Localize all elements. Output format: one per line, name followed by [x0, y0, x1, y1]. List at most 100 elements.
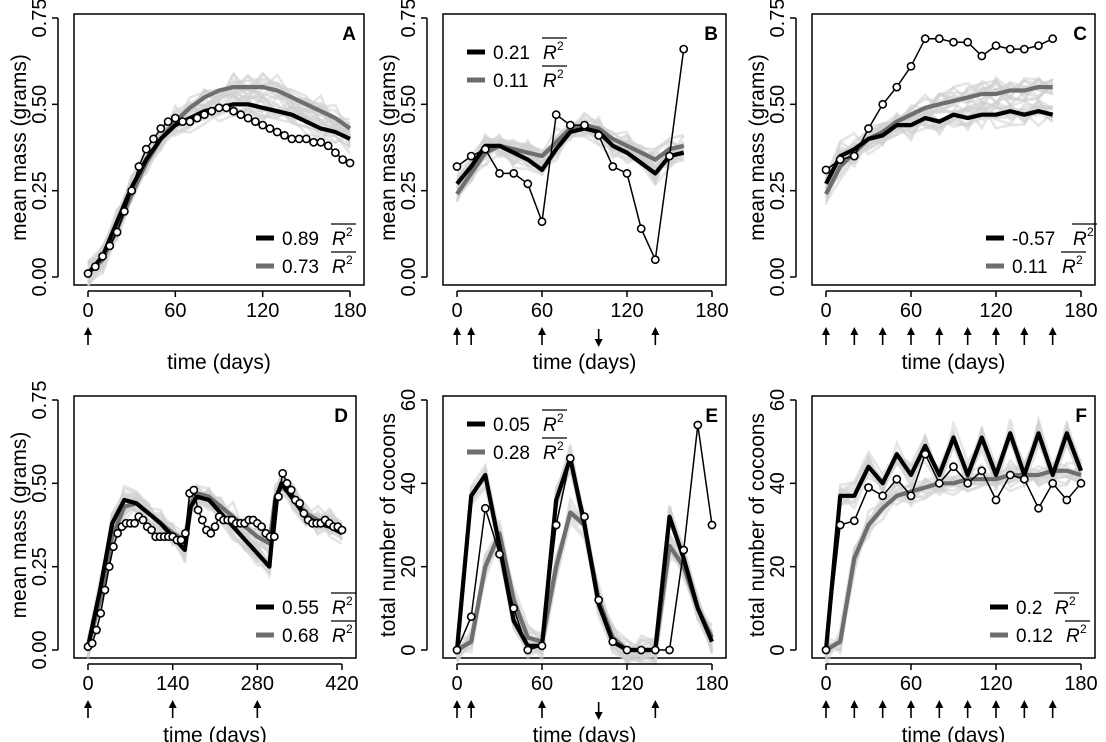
observed-point — [580, 120, 589, 130]
observed-point — [636, 224, 646, 234]
observed-point — [608, 162, 618, 171]
observed-point — [1005, 44, 1015, 54]
x-tick-label: 180 — [333, 300, 366, 322]
arrow-up-icon — [907, 327, 915, 345]
observed-point — [650, 255, 660, 265]
observed-point — [92, 625, 101, 635]
plot-frame — [811, 395, 1096, 659]
arrow-up-icon — [963, 700, 972, 718]
legend: 0.05 R 20.28 R 2 — [467, 409, 567, 464]
observed-point — [622, 168, 632, 178]
arrow-up-icon — [907, 700, 915, 718]
legend-r2-superscript: 2 — [1087, 225, 1094, 239]
x-tick-label: 120 — [246, 300, 279, 322]
ensemble-line — [456, 133, 685, 177]
y-tick-label: 0.00 — [29, 258, 51, 297]
observed-point — [920, 34, 930, 44]
arrow-up-icon — [453, 700, 461, 718]
observed-point — [892, 82, 902, 92]
x-tick-label: 60 — [900, 673, 922, 695]
observed-point — [523, 179, 533, 189]
observed-point — [963, 478, 973, 488]
observed-point — [236, 110, 246, 120]
observed-point — [622, 645, 632, 655]
y-tick-label: 0.75 — [767, 0, 789, 37]
observed-point — [864, 483, 873, 492]
panel-e: 0 60 120 180 0 20 40 60 time (days) total number … — [377, 389, 729, 742]
legend-r2-value: 0.12 — [1016, 626, 1053, 647]
observed-point — [466, 612, 476, 622]
legend-r2-symbol: R — [1073, 229, 1087, 250]
panel-letter: B — [704, 24, 718, 45]
x-tick-label: 140 — [156, 673, 189, 695]
observed-point — [906, 61, 916, 71]
y-tick-label: 0.00 — [398, 258, 420, 297]
panel-letter: C — [1073, 24, 1087, 45]
observed-point — [206, 528, 216, 538]
y-tick-label: 60 — [767, 389, 789, 411]
observed-point — [495, 549, 504, 559]
arrow-down-icon — [594, 329, 603, 347]
observed-point — [278, 468, 288, 478]
x-tick-label: 60 — [900, 300, 922, 322]
observed-point — [265, 124, 275, 133]
observed-point — [1005, 470, 1015, 480]
x-tick-label: 60 — [531, 673, 553, 695]
observed-point — [138, 515, 148, 525]
plot-frame — [811, 13, 1096, 286]
observed-point — [1019, 474, 1029, 484]
arrow-up-icon — [651, 327, 660, 345]
observed-point — [878, 99, 888, 109]
legend-r2-symbol: R — [1055, 598, 1069, 619]
arrow-up-icon — [538, 700, 546, 718]
observed-point — [1048, 478, 1058, 488]
y-tick-label: 0.50 — [398, 85, 420, 124]
y-axis-title: total number of cocoons — [746, 413, 769, 637]
observed-point — [565, 120, 575, 130]
observed-point — [523, 645, 533, 655]
y-tick-label: 0.25 — [29, 171, 51, 210]
legend-r2-symbol: R — [543, 415, 557, 436]
arrow-up-icon — [651, 700, 660, 718]
observed-point — [243, 113, 253, 123]
observed-point — [1034, 41, 1043, 50]
observed-point — [149, 134, 158, 144]
observed-point — [98, 251, 107, 261]
y-tick-label: 0 — [767, 644, 789, 655]
panel-letter: D — [334, 406, 348, 427]
observed-point — [949, 37, 958, 47]
observed-point — [272, 127, 282, 137]
x-tick-label: 180 — [1064, 673, 1097, 695]
legend-r2-superscript: 2 — [1080, 622, 1087, 636]
arrow-up-icon — [822, 327, 830, 345]
observed-point — [906, 491, 916, 501]
arrow-up-icon — [850, 327, 859, 345]
panel-letter: F — [1075, 406, 1087, 427]
arrow-up-icon — [467, 700, 476, 718]
ensemble-line — [824, 428, 1083, 645]
y-tick-label: 40 — [398, 472, 420, 494]
observed-point — [650, 645, 660, 655]
legend: 0.2 R 20.12 R 2 — [990, 592, 1090, 647]
observed-point — [693, 420, 703, 430]
y-tick-label: 0.50 — [29, 85, 51, 124]
arrow-down-icon — [594, 702, 603, 720]
observed-point — [295, 498, 305, 508]
observed-point — [963, 37, 973, 47]
legend-r2-value: 0.11 — [493, 71, 529, 92]
observed-point — [330, 148, 340, 158]
observed-point — [192, 113, 202, 123]
x-tick-label: 180 — [695, 300, 728, 322]
legend-r2-value: 0.2 — [1016, 598, 1042, 619]
arrow-up-icon — [878, 327, 887, 345]
arrow-up-icon — [822, 700, 830, 718]
x-axis-title: time (days) — [167, 351, 271, 374]
observed-point — [636, 645, 646, 655]
observed-point — [170, 113, 180, 123]
observed-point — [100, 585, 110, 595]
observed-point — [537, 217, 547, 227]
observed-point — [480, 144, 490, 154]
arrow-up-icon — [992, 327, 1000, 345]
ensemble-line — [455, 465, 714, 663]
legend-r2-superscript: 2 — [346, 594, 353, 608]
